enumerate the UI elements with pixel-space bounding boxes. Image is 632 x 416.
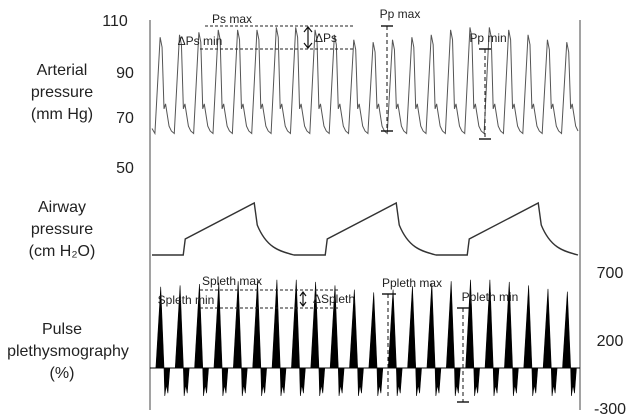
pleth-tick-minus-300: -300	[594, 401, 626, 416]
arterial-tick-70: 70	[116, 110, 134, 127]
arterial-tick-110: 110	[102, 13, 128, 30]
ppleth-min-label: Ppleth min	[462, 290, 519, 304]
airway-pressure-trace	[152, 201, 579, 256]
pleth-tick-200: 200	[597, 333, 624, 350]
airway-label-line-2: pressure	[31, 221, 93, 238]
pp-min-label: Pp min	[469, 31, 506, 45]
arterial-label-line-2: pressure	[31, 84, 93, 101]
pleth-label-line-3: (%)	[50, 365, 75, 382]
dps-label: ΔPs	[315, 31, 337, 45]
dps-arrow-head-top	[303, 26, 313, 33]
dps-min-label: ΔPs min	[178, 34, 223, 48]
spleth-min-label: Spleth min	[158, 293, 215, 307]
dspleth-arrow-head-bottom	[299, 301, 307, 307]
pleth-tick-700: 700	[597, 265, 624, 282]
pleth-label-line-2: plethysmography	[7, 343, 129, 360]
arterial-pressure-trace	[151, 27, 579, 136]
arterial-tick-90: 90	[116, 65, 134, 82]
arterial-label-line-1: Arterial	[37, 62, 88, 79]
arterial-tick-50: 50	[116, 160, 134, 177]
dspleth-label: ΔSpleth	[313, 292, 355, 306]
ppleth-max-label: Ppleth max	[382, 276, 442, 290]
arterial-label-line-3: (mm Hg)	[31, 106, 93, 123]
pp-max-label: Pp max	[380, 7, 421, 21]
ps-max-label: Ps max	[212, 12, 252, 26]
airway-label-line-1: Airway	[38, 199, 86, 216]
pleth-label-line-1: Pulse	[42, 321, 82, 338]
pleth-trace	[152, 279, 578, 397]
dspleth-arrow-head-top	[299, 291, 307, 297]
airway-label-line-3: (cm H₂O)	[29, 243, 96, 260]
dps-arrow-head-bottom	[303, 42, 313, 49]
spleth-max-label: Spleth max	[202, 274, 262, 288]
